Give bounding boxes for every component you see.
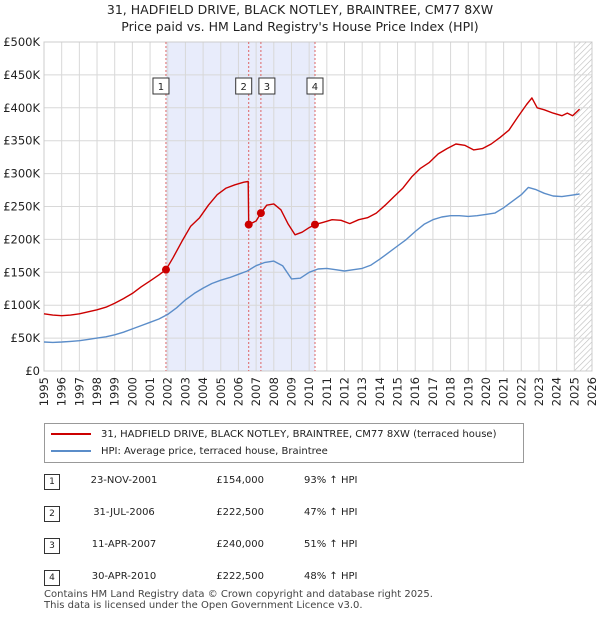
table-row: 1 23-NOV-2001 £154,000 93% ↑ HPI [44,474,464,496]
sale-badge: 3 [44,538,60,554]
x-tick-label: 1999 [108,377,122,406]
sale-number-box [152,77,170,95]
property-price-line [43,97,581,317]
sale-number-box [235,77,253,95]
x-tick-label: 2014 [373,377,387,406]
sale-number-label: 1 [158,82,164,93]
x-tick-label: 2018 [444,377,458,406]
x-tick-label: 2010 [302,377,316,406]
legend-item-property: 31, HADFIELD DRIVE, BLACK NOTLEY, BRAINT… [51,427,497,443]
footer-line-2: This data is licensed under the Open Gov… [44,600,363,611]
y-tick-label: £50K [11,331,41,345]
x-tick-label: 1996 [55,377,69,406]
x-tick-label: 2026 [585,377,599,406]
sale-price: £222,500 [216,507,264,518]
x-tick-label: 2008 [267,377,281,406]
x-tick-label: 2025 [567,377,581,406]
y-tick-label: £200K [3,232,40,246]
sale-number-box [258,77,276,95]
x-tick-label: 2006 [231,377,245,406]
sale-hpi: 51% ↑ HPI [304,539,358,550]
x-tick-label: 2020 [479,377,493,406]
x-tick-label: 2024 [550,377,564,406]
legend-item-hpi: HPI: Average price, terraced house, Brai… [51,444,328,460]
x-tick-label: 2013 [355,377,369,406]
sale-number-label: 4 [312,82,318,93]
y-tick-label: £400K [3,101,40,115]
x-tick-label: 2009 [284,377,298,406]
legend-swatch-hpi [51,450,91,452]
sale-price: £154,000 [216,475,264,486]
x-tick-label: 2022 [514,377,528,406]
sale-point [161,265,170,274]
y-tick-label: £250K [3,200,40,214]
y-tick-label: £100K [3,298,40,312]
x-tick-label: 2015 [391,377,405,406]
sale-price: £240,000 [216,539,264,550]
table-row: 4 30-APR-2010 £222,500 48% ↑ HPI [44,570,464,592]
y-tick-label: £0 [25,364,40,378]
sale-point [244,220,253,229]
sale-badge: 4 [44,570,60,586]
table-row: 3 11-APR-2007 £240,000 51% ↑ HPI [44,538,464,560]
x-tick-label: 2023 [532,377,546,406]
y-tick-label: £500K [3,35,40,49]
y-tick-label: £450K [3,68,40,82]
sale-number-label: 3 [264,82,270,93]
sale-hpi: 48% ↑ HPI [304,571,358,582]
plot-frame [43,41,593,372]
sale-number-label: 2 [241,82,247,93]
x-tick-label: 2012 [338,377,352,406]
sale-price: £222,500 [216,571,264,582]
x-tick-label: 2019 [461,377,475,406]
sale-date: 31-JUL-2006 [93,507,155,518]
x-tick-label: 2021 [497,377,511,406]
sale-number-box [306,77,324,95]
x-tick-label: 1997 [72,377,86,406]
legend-label-property: 31, HADFIELD DRIVE, BLACK NOTLEY, BRAINT… [101,429,497,440]
sale-point [256,209,265,218]
legend-label-hpi: HPI: Average price, terraced house, Brai… [101,446,328,457]
sale-hpi: 93% ↑ HPI [304,475,358,486]
chart-subtitle: Price paid vs. HM Land Registry's House … [121,19,479,34]
sale-date: 30-APR-2010 [91,571,157,582]
footer-line-1: Contains HM Land Registry data © Crown c… [44,589,433,600]
y-tick-label: £150K [3,265,40,279]
sale-date: 23-NOV-2001 [90,475,158,486]
x-tick-label: 2000 [125,377,139,406]
x-tick-label: 2003 [178,377,192,406]
x-tick-label: 1998 [90,377,104,406]
sale-badge: 1 [44,474,60,490]
sale-point [310,220,319,229]
hpi-line [43,186,580,344]
x-tick-label: 2005 [214,377,228,406]
price-chart: £0 £50K £100K £150K £200K £250K £300K £350K £400… [3,35,599,406]
sale-hpi: 47% ↑ HPI [304,507,358,518]
sale-date: 11-APR-2007 [91,539,157,550]
sale-badge: 2 [44,506,60,522]
x-tick-label: 2004 [196,377,210,406]
x-tick-label: 2016 [408,377,422,406]
chart-legend: 31, HADFIELD DRIVE, BLACK NOTLEY, BRAINT… [44,423,524,463]
y-tick-label: £300K [3,167,40,181]
x-tick-label: 2007 [249,377,263,406]
chart-title: 31, HADFIELD DRIVE, BLACK NOTLEY, BRAINT… [106,2,494,17]
x-tick-label: 2017 [426,377,440,406]
x-tick-label: 2011 [320,377,334,406]
x-tick-label: 1995 [37,377,51,406]
footer-attribution: Contains HM Land Registry data © Crown c… [44,589,433,611]
x-tick-label: 2002 [161,377,175,406]
y-tick-label: £350K [3,134,40,148]
legend-swatch-property [51,433,91,435]
table-row: 2 31-JUL-2006 £222,500 47% ↑ HPI [44,506,464,528]
x-tick-label: 2001 [143,377,157,406]
